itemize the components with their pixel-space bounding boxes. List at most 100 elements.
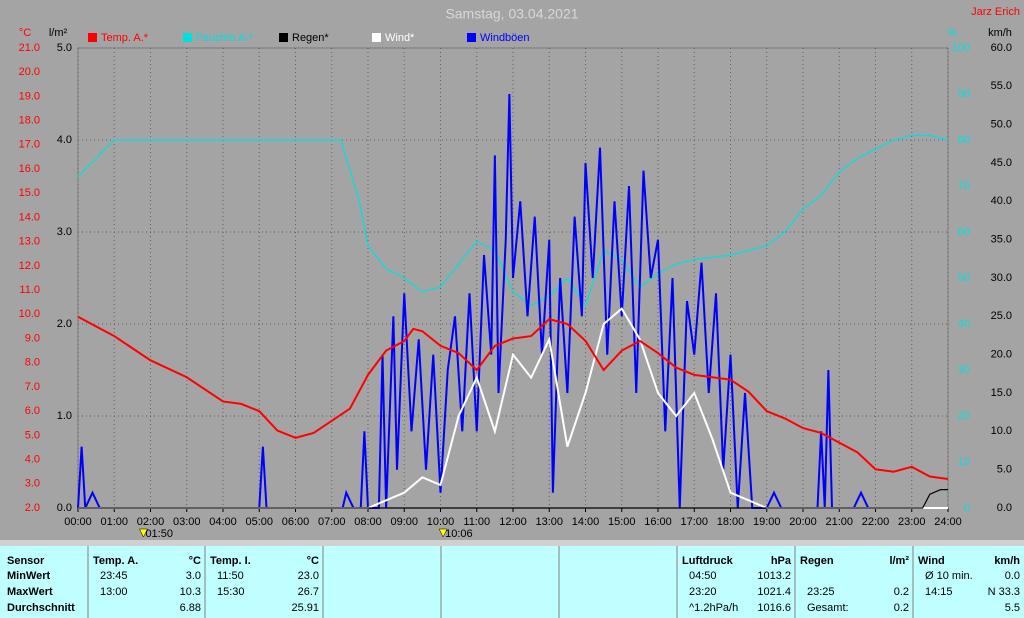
legend-swatch xyxy=(183,33,192,42)
x-tick-label: 22:00 xyxy=(862,516,890,528)
y-tick-label: 3.0 xyxy=(57,226,72,238)
y-tick-label: 20.0 xyxy=(991,349,1012,361)
annotation: 01:50 xyxy=(145,528,173,540)
table-cell: MinWert xyxy=(7,570,51,582)
table-cell: Wind xyxy=(918,555,945,567)
y-tick-label: 0.0 xyxy=(997,502,1012,514)
table-cell: N 33.3 xyxy=(988,586,1020,598)
y-tick-label: 8.0 xyxy=(25,357,40,369)
annotation-icon xyxy=(438,528,448,538)
table-cell: 0.2 xyxy=(894,586,909,598)
legend-swatch xyxy=(88,33,97,42)
x-tick-label: 17:00 xyxy=(680,516,708,528)
y-tick-label: 50.0 xyxy=(991,119,1012,131)
table-cell: 0.2 xyxy=(894,602,909,614)
y-tick-label: 0.0 xyxy=(57,502,72,514)
y-tick-label: 100 xyxy=(952,42,970,54)
x-tick-label: 01:00 xyxy=(100,516,128,528)
x-tick-label: 23:00 xyxy=(898,516,926,528)
table-cell: Luftdruck xyxy=(682,555,734,567)
legend-label: Windböen xyxy=(480,32,530,44)
y-tick-label: 2.0 xyxy=(57,318,72,330)
y-tick-label: 30 xyxy=(958,364,970,376)
x-tick-label: 20:00 xyxy=(789,516,817,528)
table-cell: °C xyxy=(307,555,319,567)
table-cell: 15:30 xyxy=(217,586,245,598)
y-tick-label: 40.0 xyxy=(991,195,1012,207)
legend-swatch xyxy=(279,33,288,42)
x-tick-label: 18:00 xyxy=(717,516,745,528)
x-tick-label: 11:00 xyxy=(463,516,490,528)
table-cell: Temp. I. xyxy=(210,555,251,567)
y-tick-label: 5.0 xyxy=(997,464,1012,476)
y-tick-label: 4.0 xyxy=(57,134,72,146)
x-tick-label: 15:00 xyxy=(608,516,636,528)
y-tick-label: 18.0 xyxy=(19,115,40,127)
y-tick-label: 13.0 xyxy=(19,236,40,248)
y-tick-label: 60.0 xyxy=(991,42,1012,54)
x-tick-label: 04:00 xyxy=(209,516,237,528)
table-cell: km/h xyxy=(994,555,1020,567)
table-cell: Durchschnitt xyxy=(7,602,75,614)
y-tick-label: 9.0 xyxy=(25,332,40,344)
x-tick-label: 21:00 xyxy=(825,516,853,528)
table-cell: ^1.2hPa/h xyxy=(689,602,738,614)
legend-label: Feuchte A.* xyxy=(196,32,254,44)
axis-unit: km/h xyxy=(988,27,1012,39)
table-cell: 23.0 xyxy=(298,570,319,582)
y-tick-label: 25.0 xyxy=(991,310,1012,322)
y-tick-label: 5.0 xyxy=(57,42,72,54)
y-tick-label: 10.0 xyxy=(19,308,40,320)
series-line xyxy=(78,307,948,509)
x-tick-label: 13:00 xyxy=(535,516,563,528)
legend-swatch xyxy=(467,33,476,42)
annotation-icon xyxy=(139,528,148,538)
x-tick-label: 16:00 xyxy=(644,516,672,528)
legend-swatch xyxy=(372,33,381,42)
y-tick-label: 90 xyxy=(958,88,970,100)
y-tick-label: 17.0 xyxy=(19,139,40,151)
x-tick-label: 05:00 xyxy=(245,516,273,528)
y-tick-label: 55.0 xyxy=(991,80,1012,92)
table-cell: Sensor xyxy=(7,555,45,567)
x-tick-label: 02:00 xyxy=(137,516,165,528)
y-tick-label: 2.0 xyxy=(25,502,40,514)
y-tick-label: 70 xyxy=(958,180,970,192)
table-cell: 14:15 xyxy=(925,586,953,598)
table-cell: 1013.2 xyxy=(757,570,791,582)
series-line xyxy=(78,489,948,509)
y-tick-label: 20 xyxy=(958,410,970,422)
table-cell: MaxWert xyxy=(7,586,53,598)
y-tick-label: 16.0 xyxy=(19,163,40,175)
y-tick-label: 7.0 xyxy=(25,381,40,393)
x-tick-label: 12:00 xyxy=(499,516,527,528)
y-tick-label: 10.0 xyxy=(991,425,1012,437)
table-cell: 6.88 xyxy=(180,602,201,614)
table-cell: 04:50 xyxy=(689,570,717,582)
y-tick-label: 3.0 xyxy=(25,478,40,490)
table-cell: 11:50 xyxy=(217,570,244,582)
table-cell: 23:45 xyxy=(100,570,128,582)
axis-unit: °C xyxy=(19,27,31,39)
axis-unit: l/m² xyxy=(49,27,68,39)
legend-label: Regen* xyxy=(292,32,329,44)
table-cell: 0.0 xyxy=(1005,570,1020,582)
table-cell: 1021.4 xyxy=(757,586,791,598)
x-tick-label: 19:00 xyxy=(753,516,781,528)
y-tick-label: 45.0 xyxy=(991,157,1012,169)
y-tick-label: 11.0 xyxy=(19,284,40,296)
y-tick-label: 50 xyxy=(958,272,970,284)
separator xyxy=(0,540,1024,546)
y-tick-label: 10 xyxy=(958,456,970,468)
x-tick-label: 03:00 xyxy=(173,516,201,528)
legend-label: Temp. A.* xyxy=(101,32,149,44)
table-cell: 23:25 xyxy=(807,586,835,598)
table-cell: hPa xyxy=(771,555,792,567)
table-cell: 13:00 xyxy=(100,586,128,598)
y-tick-label: 35.0 xyxy=(991,234,1012,246)
x-tick-label: 09:00 xyxy=(390,516,418,528)
x-tick-label: 10:00 xyxy=(427,516,455,528)
y-tick-label: 15.0 xyxy=(19,187,40,199)
table-cell: Temp. A. xyxy=(93,555,138,567)
